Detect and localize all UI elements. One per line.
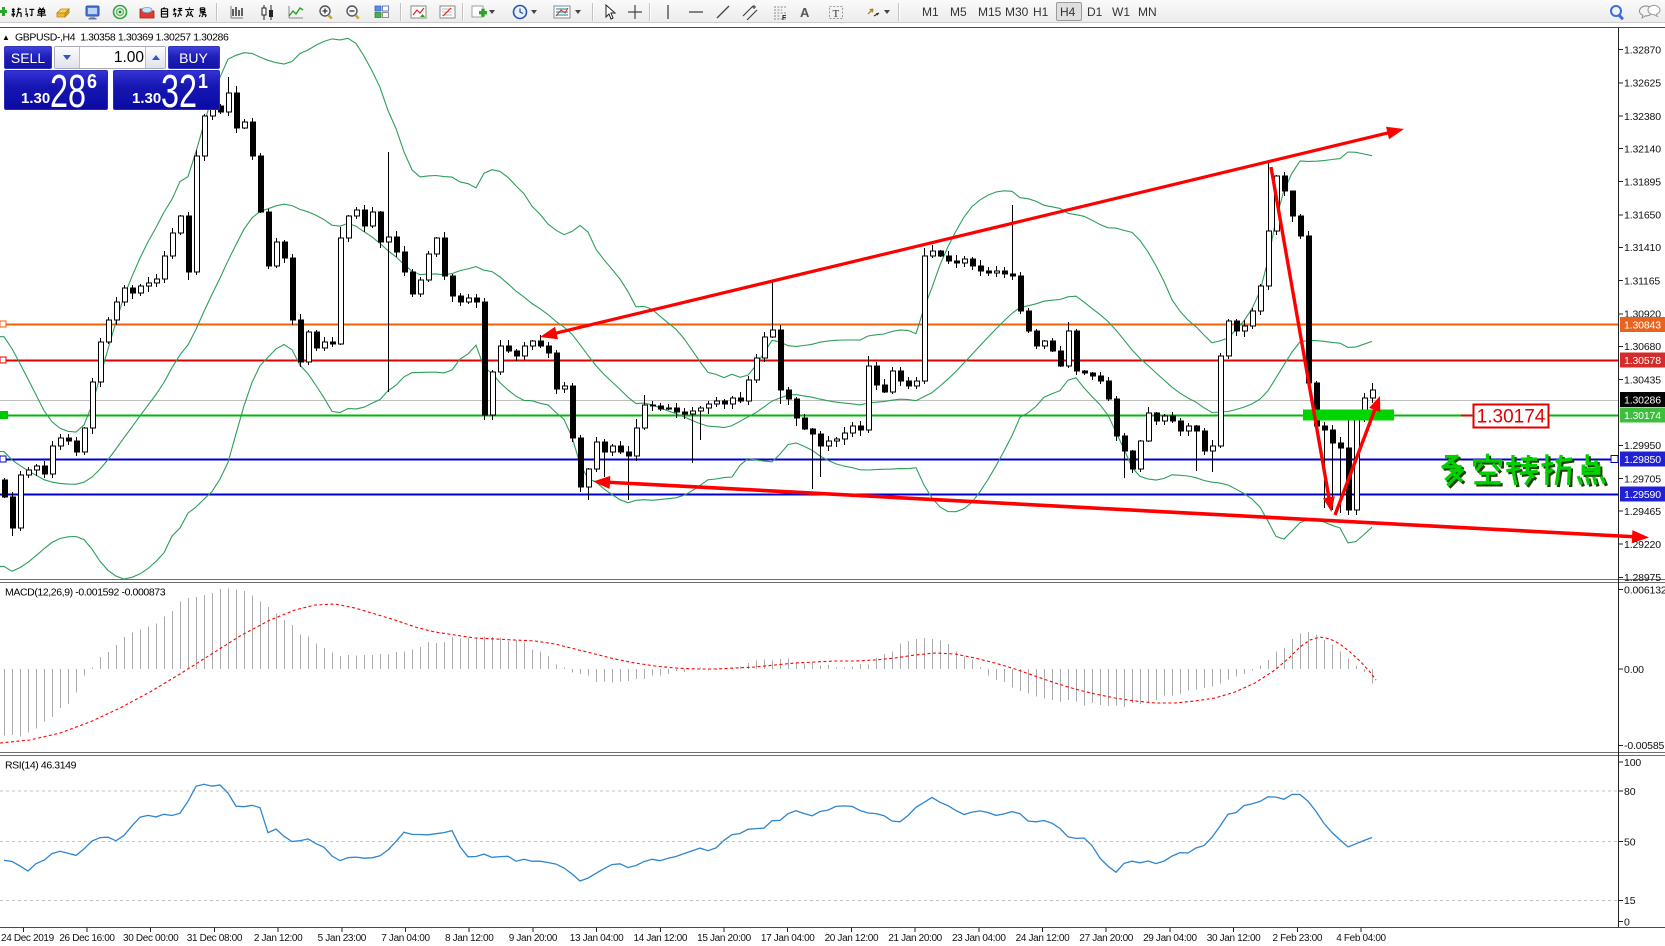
svg-text:1.29220: 1.29220 — [1624, 539, 1661, 551]
svg-text:1.30680: 1.30680 — [1624, 341, 1661, 353]
svg-text:17 Jan 04:00: 17 Jan 04:00 — [761, 933, 815, 944]
svg-text:0: 0 — [1624, 916, 1630, 928]
svg-text:7 Jan 04:00: 7 Jan 04:00 — [381, 933, 430, 944]
svg-text:15 Jan 20:00: 15 Jan 20:00 — [697, 933, 751, 944]
svg-text:21 Jan 20:00: 21 Jan 20:00 — [888, 933, 942, 944]
svg-text:GBPUSD-,H4 1.30358 1.30369 1.: GBPUSD-,H4 1.30358 1.30369 1.30257 1.302… — [15, 32, 229, 44]
svg-text:24 Jan 12:00: 24 Jan 12:00 — [1016, 933, 1070, 944]
svg-text:MACD(12,26,9) -0.001592 -0.000: MACD(12,26,9) -0.001592 -0.000873 — [5, 587, 166, 599]
svg-text:1.31895: 1.31895 — [1624, 177, 1661, 189]
svg-text:1.28975: 1.28975 — [1624, 572, 1661, 584]
svg-text:1.32140: 1.32140 — [1624, 143, 1661, 155]
svg-text:1.32625: 1.32625 — [1624, 78, 1661, 90]
svg-text:14 Jan 12:00: 14 Jan 12:00 — [633, 933, 687, 944]
svg-text:1.30578: 1.30578 — [1624, 355, 1661, 367]
svg-text:32: 32 — [161, 70, 197, 110]
svg-text:30 Jan 12:00: 30 Jan 12:00 — [1207, 933, 1261, 944]
svg-text:-0.00585: -0.00585 — [1624, 740, 1665, 752]
svg-text:F: F — [782, 15, 787, 21]
svg-text:▲: ▲ — [2, 33, 10, 42]
svg-text:50: 50 — [1624, 836, 1636, 848]
svg-text:1.30286: 1.30286 — [1624, 395, 1661, 407]
svg-text:T: T — [833, 8, 840, 20]
svg-text:1.30174: 1.30174 — [1624, 410, 1661, 422]
svg-text:9 Jan 20:00: 9 Jan 20:00 — [509, 933, 558, 944]
svg-text:100: 100 — [1624, 757, 1641, 769]
svg-text:1.30: 1.30 — [21, 90, 50, 107]
svg-text:15: 15 — [1624, 895, 1636, 907]
svg-text:30 Dec 00:00: 30 Dec 00:00 — [123, 933, 179, 944]
svg-text:1.30174: 1.30174 — [1477, 407, 1546, 428]
svg-text:1.29590: 1.29590 — [1624, 489, 1661, 501]
svg-text:1.29465: 1.29465 — [1624, 506, 1661, 518]
svg-text:1.31165: 1.31165 — [1624, 275, 1660, 287]
svg-text:80: 80 — [1624, 786, 1636, 798]
svg-text:1.31410: 1.31410 — [1624, 242, 1661, 254]
svg-text:1.29850: 1.29850 — [1624, 454, 1661, 466]
svg-text:1.31650: 1.31650 — [1624, 210, 1661, 222]
svg-text:28: 28 — [50, 70, 86, 110]
svg-text:1.30435: 1.30435 — [1624, 374, 1661, 386]
svg-text:2 Feb 23:00: 2 Feb 23:00 — [1273, 933, 1323, 944]
svg-text:27 Jan 20:00: 27 Jan 20:00 — [1079, 933, 1133, 944]
svg-text:RSI(14) 46.3149: RSI(14) 46.3149 — [5, 760, 77, 772]
svg-text:5 Jan 23:00: 5 Jan 23:00 — [318, 933, 367, 944]
svg-text:1: 1 — [198, 71, 208, 93]
svg-text:23 Jan 04:00: 23 Jan 04:00 — [952, 933, 1006, 944]
svg-text:29 Jan 04:00: 29 Jan 04:00 — [1143, 933, 1197, 944]
svg-text:1.30843: 1.30843 — [1624, 319, 1661, 331]
svg-text:13 Jan 04:00: 13 Jan 04:00 — [570, 933, 624, 944]
svg-text:6: 6 — [87, 71, 97, 93]
svg-text:31 Dec 08:00: 31 Dec 08:00 — [187, 933, 243, 944]
svg-text:1.32380: 1.32380 — [1624, 111, 1661, 123]
svg-text:26 Dec 16:00: 26 Dec 16:00 — [59, 933, 115, 944]
svg-text:1.29950: 1.29950 — [1624, 440, 1661, 452]
svg-text:0.00: 0.00 — [1624, 664, 1644, 676]
svg-text:2 Jan 12:00: 2 Jan 12:00 — [254, 933, 303, 944]
svg-text:8 Jan 12:00: 8 Jan 12:00 — [445, 933, 494, 944]
svg-text:4 Feb 04:00: 4 Feb 04:00 — [1336, 933, 1386, 944]
svg-text:20 Jan 12:00: 20 Jan 12:00 — [825, 933, 879, 944]
svg-text:24 Dec 2019: 24 Dec 2019 — [1, 933, 55, 944]
svg-text:1.30: 1.30 — [132, 90, 161, 107]
svg-text:1.29705: 1.29705 — [1624, 473, 1661, 485]
svg-text:0.006132: 0.006132 — [1624, 584, 1665, 596]
svg-text:1.32870: 1.32870 — [1624, 44, 1661, 56]
